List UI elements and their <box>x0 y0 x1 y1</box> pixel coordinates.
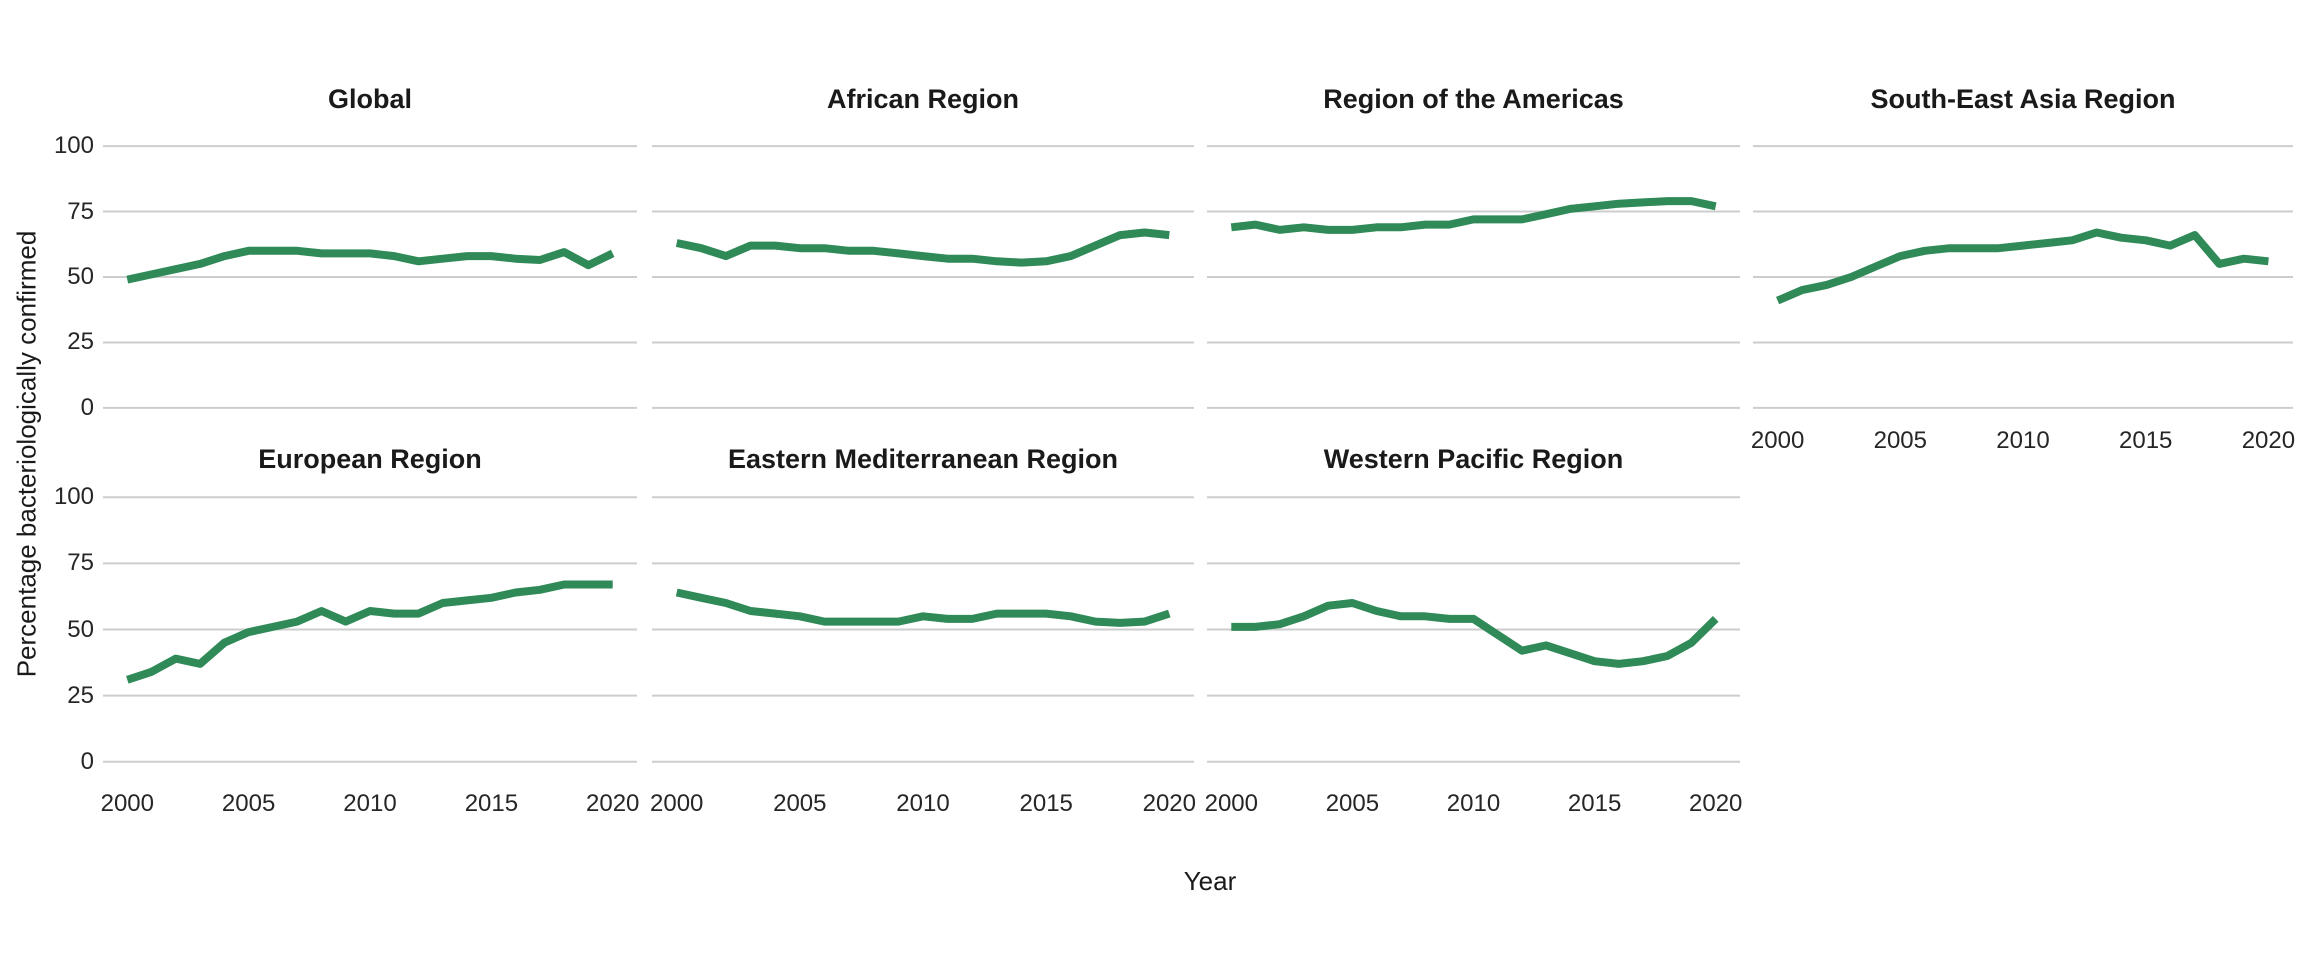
x-tick-label: 2015 <box>464 790 519 817</box>
y-tick-label-row1: 75 <box>67 198 94 225</box>
data-line-region-of-the-americas <box>1230 197 1717 234</box>
data-line-european-region <box>126 580 613 684</box>
panel-plot-western-pacific-region <box>1207 496 1740 763</box>
panel-plot-african-region <box>652 145 1194 409</box>
y-tick-label-row2: 0 <box>80 748 94 775</box>
x-axis-south-east-asia-region: 2000 2005 2010 2015 2020 <box>1750 427 2296 455</box>
panel-title-african-region: African Region <box>826 84 1020 114</box>
x-axis-european-region: 2000 2005 2010 2015 2020 <box>100 790 640 818</box>
x-axis-western-pacific-region: 2000 2005 2010 2015 2020 <box>1204 790 1743 818</box>
panel-title-western-pacific-region: Western Pacific Region <box>1323 444 1624 474</box>
y-tick-label-row2: 75 <box>67 549 94 576</box>
panel-plot-region-of-the-americas <box>1207 145 1740 409</box>
x-tick-label: 2000 <box>1750 427 1805 454</box>
panel-plot-global <box>103 145 637 409</box>
data-line-south-east-asia-region <box>1776 228 2269 305</box>
x-tick-label: 2010 <box>343 790 397 817</box>
panel-title-european-region: European Region <box>258 444 482 474</box>
data-line-global <box>126 246 615 284</box>
data-line-western-pacific-region <box>1231 599 1719 668</box>
x-tick-label: 2015 <box>1567 790 1622 817</box>
x-tick-label: 2015 <box>2118 427 2173 454</box>
y-tick-label-row2: 50 <box>67 616 94 643</box>
y-tick-label-row2: 25 <box>67 682 94 709</box>
panel-plot-eastern-mediterranean-region <box>652 496 1194 763</box>
x-tick-label: 2000 <box>649 790 704 817</box>
panel-title-global: Global <box>327 84 412 114</box>
panel-title-region-of-the-americas: Region of the Americas <box>1323 84 1624 114</box>
y-tick-label-row1: 0 <box>80 394 94 421</box>
y-tick-label-row1: 50 <box>67 263 94 290</box>
x-tick-label: 2020 <box>1142 790 1196 817</box>
x-tick-label: 2000 <box>100 790 154 817</box>
panel-title-eastern-mediterranean-region: Eastern Mediterranean Region <box>727 444 1119 474</box>
x-tick-label: 2010 <box>1446 790 1501 817</box>
panel-plot-european-region <box>103 496 637 763</box>
x-tick-label: 2020 <box>2241 427 2296 454</box>
y-tick-label-row2: 100 <box>53 483 94 510</box>
x-axis-title: Year <box>1183 866 1237 896</box>
x-tick-label: 2005 <box>773 790 827 817</box>
x-tick-label: 2010 <box>896 790 950 817</box>
x-axis-eastern-mediterranean-region: 2000 2005 2010 2015 2020 <box>649 790 1196 818</box>
data-line-eastern-mediterranean-region <box>675 588 1171 627</box>
data-line-african-region <box>675 228 1170 267</box>
y-axis-title: Percentage bacteriologically confirmed <box>11 230 42 678</box>
x-tick-label: 2020 <box>585 790 640 817</box>
x-tick-label: 2010 <box>1996 427 2050 454</box>
panel-plot-south-east-asia-region <box>1753 145 2293 409</box>
x-tick-label: 2005 <box>1325 790 1380 817</box>
x-tick-label: 2005 <box>1873 427 1927 454</box>
x-tick-label: 2000 <box>1204 790 1258 817</box>
x-tick-label: 2015 <box>1019 790 1073 817</box>
y-tick-label-row1: 100 <box>53 132 94 159</box>
x-tick-label: 2005 <box>221 790 276 817</box>
x-tick-label: 2020 <box>1688 790 1743 817</box>
panel-title-south-east-asia-region: South-East Asia Region <box>1870 84 2176 114</box>
y-tick-label-row1: 25 <box>67 328 94 355</box>
